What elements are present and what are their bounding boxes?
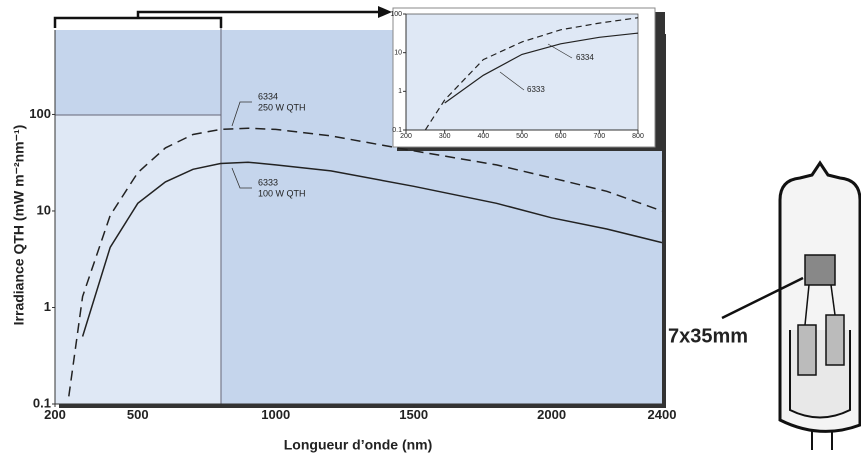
series-line	[68, 127, 663, 397]
y-tick-label: 10	[394, 50, 402, 57]
x-tick-label: 700	[593, 133, 605, 140]
annotation: 250 W QTH	[258, 102, 306, 112]
arrow	[136, 10, 380, 18]
y-tick-label: 10	[37, 202, 51, 217]
x-tick-label: 400	[477, 133, 489, 140]
x-tick-label: 2000	[537, 407, 566, 422]
x-tick-label: 300	[439, 133, 451, 140]
x-tick-label: 200	[44, 407, 66, 422]
y-axis-title: Irradiance QTH (mW m⁻²nm⁻¹)	[11, 125, 27, 326]
y-tick-label: 1	[44, 299, 51, 314]
x-tick-label: 800	[632, 133, 644, 140]
x-tick-label: 500	[127, 407, 149, 422]
annotation: 6333	[258, 177, 278, 187]
x-tick-label: 200	[400, 133, 412, 140]
annotation: 6334	[258, 91, 278, 101]
annotation: 6333	[527, 85, 545, 94]
y-tick-label: 100	[390, 11, 402, 18]
series-line	[81, 161, 663, 337]
x-tick-label: 1000	[261, 407, 290, 422]
series-line	[444, 32, 639, 104]
x-tick-label: 500	[516, 133, 528, 140]
leader-line	[499, 71, 525, 91]
series-line	[424, 17, 639, 131]
arrow-head	[378, 6, 392, 18]
y-tick-label: 100	[29, 106, 51, 121]
annotation: 100 W QTH	[258, 188, 306, 198]
x-tick-label: 1500	[399, 407, 428, 422]
x-axis-title: Longueur d’onde (nm)	[284, 437, 433, 453]
lamp-label: 7x35mm	[668, 325, 748, 347]
bracket	[53, 16, 223, 28]
y-tick-label: 1	[398, 88, 402, 95]
lamp-pointer	[721, 276, 804, 320]
inset-plot	[405, 13, 639, 131]
lamp-illustration	[778, 160, 861, 450]
x-tick-label: 600	[555, 133, 567, 140]
annotation: 6334	[576, 53, 594, 62]
leader-line	[231, 101, 252, 127]
leader-line	[231, 167, 252, 189]
x-tick-label: 2400	[648, 407, 677, 422]
visible-region	[55, 115, 221, 404]
y-tick-label: 0.1	[33, 395, 51, 410]
y-tick-label: 0.1	[392, 127, 402, 134]
